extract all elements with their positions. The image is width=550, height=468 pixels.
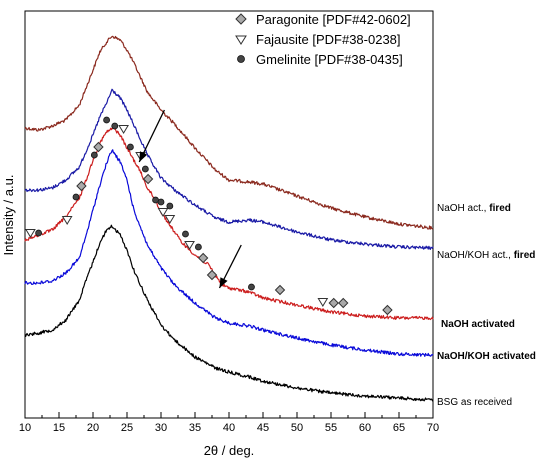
series-label-naohkoh-activated: NaOH/KOH activated (437, 351, 536, 362)
circle-marker-12 (141, 165, 149, 173)
circle-icon (237, 55, 245, 63)
y-axis-label: Intensity / a.u. (1, 175, 16, 256)
circle-marker-8 (111, 122, 119, 130)
x-tick-label-6: 40 (223, 422, 235, 434)
x-tick-label-5: 35 (189, 422, 201, 434)
circle-marker-5 (90, 151, 98, 159)
x-tick-label-7: 45 (257, 422, 269, 434)
x-tick-label-3: 25 (121, 422, 133, 434)
diamond-marker-4 (76, 180, 87, 192)
circle-marker-19 (182, 230, 189, 238)
series-line-2 (24, 126, 434, 321)
diamond-marker-27 (328, 297, 339, 309)
series-line-3 (24, 149, 434, 357)
legend-label-gmelinite: Gmelinite [PDF#38-0435] (256, 52, 403, 67)
legend-item-fajausite: Fajausite [PDF#38-0238] (235, 32, 401, 47)
triangle-down-marker-20 (184, 241, 195, 250)
arrow-head-0 (139, 151, 148, 162)
circle-marker-21 (194, 243, 202, 251)
triangle-down-marker-9 (118, 125, 129, 134)
diamond-icon (235, 13, 247, 25)
series-layer (24, 35, 434, 402)
series-line-4 (24, 224, 434, 402)
x-tick-label-10: 60 (359, 422, 371, 434)
triangle-down-icon (235, 35, 247, 45)
diamond-marker-28 (338, 297, 349, 309)
plot-frame (24, 10, 434, 419)
circle-marker-15 (157, 198, 165, 206)
triangle-down-marker-18 (164, 215, 176, 224)
triangle-down-marker-26 (317, 298, 329, 307)
legend: Paragonite [PDF#42-0602] Fajausite [PDF#… (235, 12, 411, 67)
circle-marker-7 (103, 116, 110, 124)
x-tick-label-8: 50 (291, 422, 303, 434)
arrow-layer (138, 109, 242, 289)
x-ticks: 10 15 20 25 30 35 40 45 50 55 60 65 70 (19, 412, 439, 434)
diamond-marker-22 (197, 252, 209, 264)
x-tick-label-9: 55 (325, 422, 337, 434)
legend-label-fajausite: Fajausite [PDF#38-0238] (256, 32, 401, 47)
triangle-down-marker-2 (61, 216, 73, 225)
series-label-naoh-fired: NaOH act., fired (437, 203, 511, 214)
x-tick-label-0: 10 (19, 422, 31, 434)
circle-marker-24 (248, 283, 255, 291)
triangle-down-marker-0 (25, 229, 36, 238)
series-line-1 (24, 88, 434, 251)
diamond-marker-6 (93, 141, 104, 153)
x-tick-label-12: 70 (427, 422, 439, 434)
triangle-down-marker-16 (157, 208, 169, 217)
diamond-marker-29 (382, 304, 393, 316)
series-label-bsg: BSG as received (437, 397, 512, 408)
circle-marker-1 (35, 229, 42, 237)
circle-marker-17 (166, 202, 174, 210)
circle-marker-10 (126, 143, 134, 151)
x-axis-label: 2θ / deg. (204, 443, 255, 458)
circle-marker-3 (72, 193, 80, 201)
series-label-naohkoh-fired: NaOH/KOH act., fired (437, 250, 535, 261)
x-tick-label-2: 20 (87, 422, 99, 434)
series-line-0 (24, 35, 434, 230)
marker-layer (25, 116, 393, 316)
arrow-head-1 (219, 277, 228, 288)
x-tick-label-1: 15 (53, 422, 65, 434)
diamond-marker-23 (206, 269, 218, 281)
diamond-marker-13 (142, 173, 154, 185)
series-label-naoh-activated: NaOH activated (441, 319, 515, 330)
legend-item-gmelinite: Gmelinite [PDF#38-0435] (237, 52, 403, 67)
legend-item-paragonite: Paragonite [PDF#42-0602] (235, 12, 411, 27)
legend-label-paragonite: Paragonite [PDF#42-0602] (256, 12, 411, 27)
diamond-marker-25 (274, 284, 286, 296)
x-tick-label-11: 65 (393, 422, 405, 434)
x-tick-label-4: 30 (155, 422, 167, 434)
